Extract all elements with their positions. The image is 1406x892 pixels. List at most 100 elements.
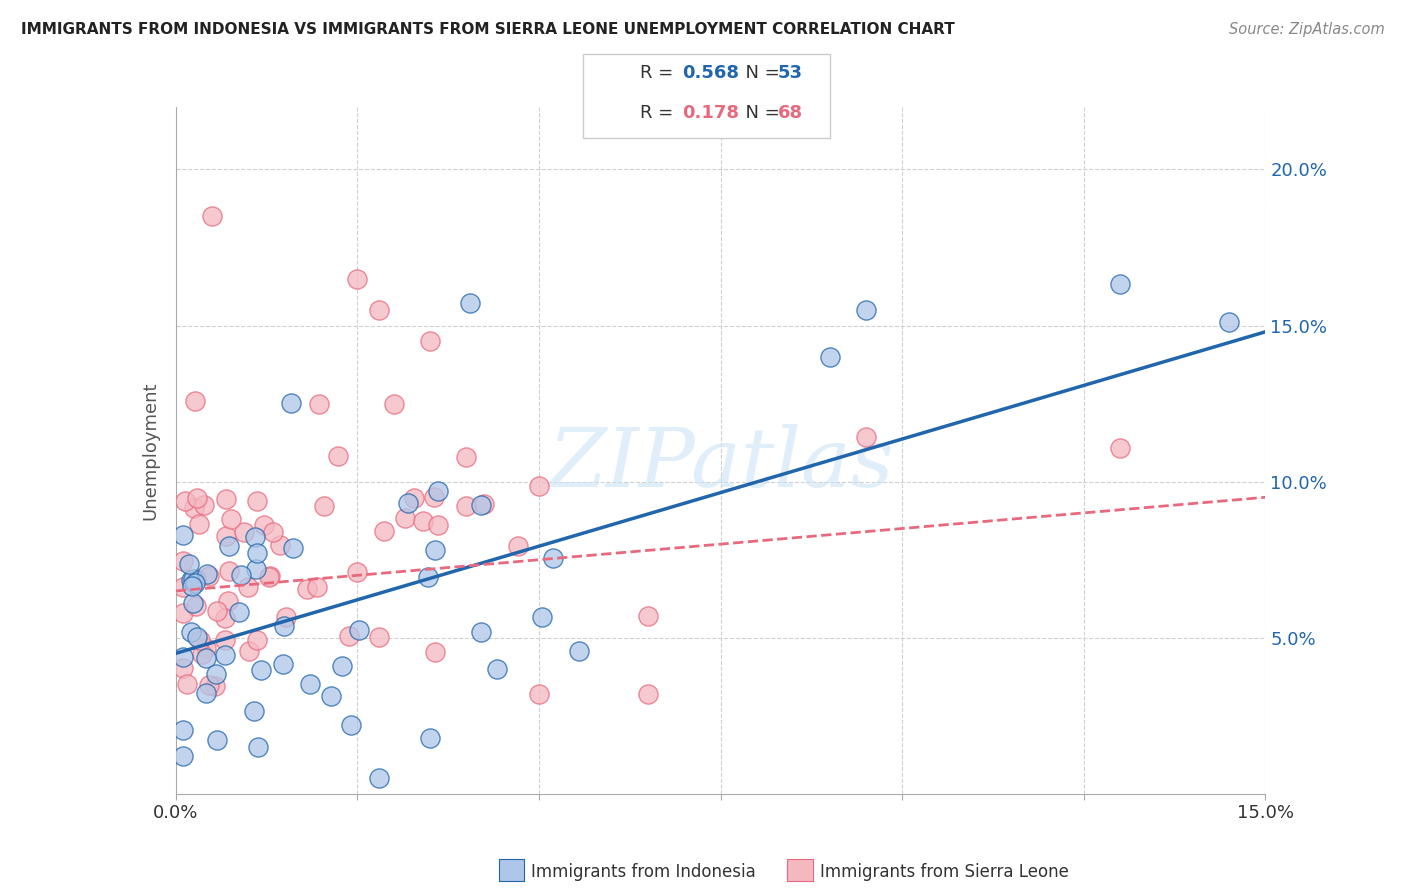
Point — [172, 606, 194, 620]
Point — [186, 491, 208, 505]
Point — [181, 579, 204, 593]
Point — [214, 632, 236, 647]
Point — [295, 582, 318, 596]
Point — [184, 599, 207, 613]
Point — [346, 271, 368, 285]
Point — [321, 689, 343, 703]
Point — [337, 629, 360, 643]
Point — [262, 524, 284, 539]
Point — [280, 395, 302, 409]
Point — [456, 450, 478, 464]
Point — [281, 541, 304, 556]
Point — [404, 491, 426, 506]
Point — [382, 396, 405, 410]
Point — [214, 648, 236, 662]
Point — [172, 650, 194, 665]
Point — [238, 644, 260, 658]
Text: R =: R = — [640, 104, 679, 122]
Point — [470, 498, 492, 512]
Point — [188, 517, 211, 532]
Point — [368, 302, 391, 317]
Point — [204, 680, 226, 694]
Point — [186, 630, 208, 644]
Text: N =: N = — [734, 64, 786, 82]
Point — [1109, 441, 1132, 455]
Point — [423, 543, 446, 558]
Point — [221, 512, 243, 526]
Point — [340, 718, 363, 732]
Point — [183, 572, 205, 586]
Text: N =: N = — [734, 104, 786, 122]
Point — [184, 394, 207, 409]
Point — [347, 624, 370, 638]
Point — [195, 567, 218, 582]
Point — [368, 630, 391, 644]
Point — [423, 645, 446, 659]
Point — [246, 494, 269, 508]
Point — [176, 677, 198, 691]
Point — [247, 739, 270, 754]
Point — [308, 397, 330, 411]
Text: IMMIGRANTS FROM INDONESIA VS IMMIGRANTS FROM SIERRA LEONE UNEMPLOYMENT CORRELATI: IMMIGRANTS FROM INDONESIA VS IMMIGRANTS … — [21, 22, 955, 37]
Point — [204, 666, 226, 681]
Point — [218, 539, 240, 553]
Text: ZIPatlas: ZIPatlas — [548, 425, 893, 504]
Point — [257, 569, 280, 583]
Point — [243, 704, 266, 718]
Point — [172, 581, 194, 595]
Point — [228, 605, 250, 619]
Point — [201, 209, 224, 223]
Point — [419, 334, 441, 348]
Point — [332, 658, 354, 673]
Text: Immigrants from Indonesia: Immigrants from Indonesia — [531, 863, 756, 881]
Text: 68: 68 — [778, 104, 803, 122]
Point — [214, 611, 236, 625]
Point — [181, 596, 204, 610]
Point — [412, 514, 434, 528]
Point — [205, 733, 228, 747]
Text: 0.178: 0.178 — [682, 104, 740, 122]
Point — [396, 496, 419, 510]
Point — [1218, 316, 1240, 330]
Point — [215, 529, 238, 543]
Point — [394, 511, 416, 525]
Point — [305, 580, 328, 594]
Point — [218, 564, 240, 578]
Point — [233, 525, 256, 540]
Point — [184, 575, 207, 590]
Point — [194, 686, 217, 700]
Point — [472, 497, 495, 511]
Point — [172, 527, 194, 541]
Point — [190, 647, 212, 661]
Point — [527, 687, 550, 701]
Point — [172, 554, 194, 568]
Point — [543, 551, 565, 566]
Point — [183, 500, 205, 515]
Point — [346, 565, 368, 579]
Point — [274, 609, 297, 624]
Point — [855, 302, 877, 317]
Point — [174, 494, 197, 508]
Point — [373, 524, 395, 538]
Point — [422, 490, 444, 504]
Text: R =: R = — [640, 64, 679, 82]
Point — [253, 518, 276, 533]
Point — [250, 663, 273, 677]
Point — [246, 632, 269, 647]
Point — [217, 593, 239, 607]
Point — [269, 538, 291, 552]
Point — [273, 619, 295, 633]
Point — [427, 483, 450, 498]
Point — [207, 604, 229, 618]
Point — [198, 678, 221, 692]
Point — [1109, 277, 1132, 292]
Point — [245, 562, 267, 576]
Point — [637, 609, 659, 624]
Point — [368, 771, 391, 786]
Point — [456, 499, 478, 513]
Point — [418, 570, 440, 584]
Point — [485, 662, 508, 676]
Point — [188, 633, 211, 648]
Point — [245, 530, 267, 544]
Point — [855, 430, 877, 444]
